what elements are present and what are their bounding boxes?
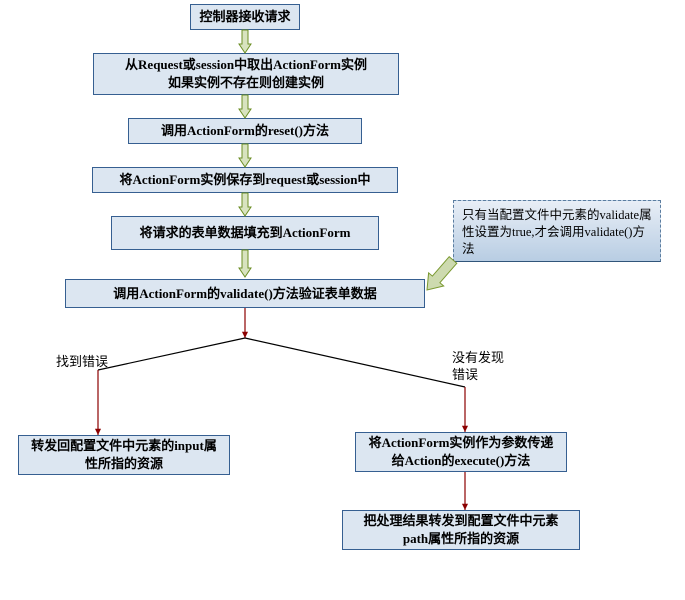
node-call-reset: 调用ActionForm的reset()方法 xyxy=(128,118,362,144)
note-text: 只有当配置文件中元素的validate属性设置为true,才会调用validat… xyxy=(462,208,652,256)
node-text: 调用ActionForm的validate()方法验证表单数据 xyxy=(113,285,377,303)
node-text: 将ActionForm实例保存到request或session中 xyxy=(119,171,370,189)
label-text: 没有发现错误 xyxy=(452,350,504,382)
node-forward-input: 转发回配置文件中元素的input属性所指的资源 xyxy=(18,435,230,475)
validate-note: 只有当配置文件中元素的validate属性设置为true,才会调用validat… xyxy=(453,200,661,262)
node-receive-request: 控制器接收请求 xyxy=(190,4,300,30)
node-populate-form: 将请求的表单数据填充到ActionForm xyxy=(111,216,379,250)
label-found-error: 找到错误 xyxy=(54,354,110,371)
node-get-actionform: 从Request或session中取出ActionForm实例如果实例不存在则创… xyxy=(93,53,399,95)
node-text: 将请求的表单数据填充到ActionForm xyxy=(140,224,351,242)
node-text: 从Request或session中取出ActionForm实例如果实例不存在则创… xyxy=(125,56,367,91)
node-text: 将ActionForm实例作为参数传递给Action的execute()方法 xyxy=(364,434,558,469)
node-text: 控制器接收请求 xyxy=(199,8,290,26)
node-text: 转发回配置文件中元素的input属性所指的资源 xyxy=(27,437,221,472)
node-call-validate: 调用ActionForm的validate()方法验证表单数据 xyxy=(65,279,425,308)
label-text: 找到错误 xyxy=(56,354,108,369)
node-forward-result: 把处理结果转发到配置文件中元素path属性所指的资源 xyxy=(342,510,580,550)
label-no-error: 没有发现错误 xyxy=(450,350,506,384)
node-text: 调用ActionForm的reset()方法 xyxy=(161,122,329,140)
node-text: 把处理结果转发到配置文件中元素path属性所指的资源 xyxy=(351,512,571,547)
node-call-execute: 将ActionForm实例作为参数传递给Action的execute()方法 xyxy=(355,432,567,472)
node-save-actionform: 将ActionForm实例保存到request或session中 xyxy=(92,167,398,193)
flowchart-canvas: 控制器接收请求 从Request或session中取出ActionForm实例如… xyxy=(0,0,685,600)
